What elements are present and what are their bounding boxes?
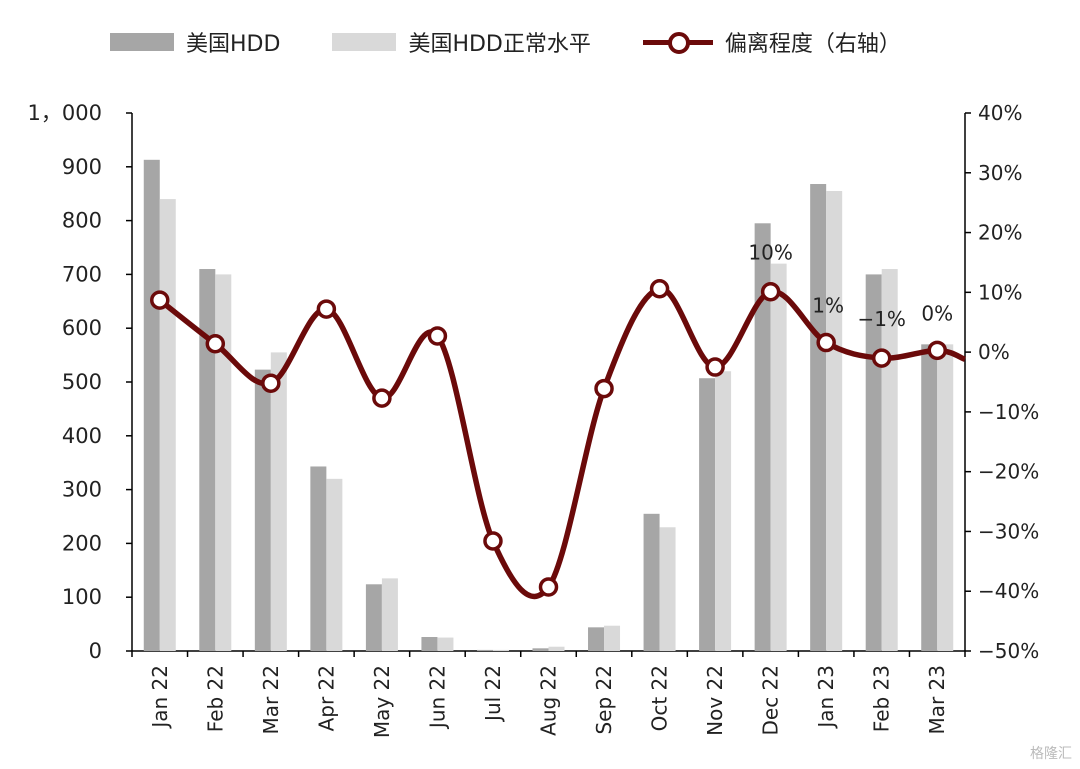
right-tick-label: −20% <box>978 460 1039 484</box>
right-tick-label: −50% <box>978 639 1039 663</box>
left-tick-label: 500 <box>62 370 102 394</box>
deviation-point <box>427 326 448 346</box>
legend-line-deviation <box>642 29 713 55</box>
deviation-point <box>372 388 392 408</box>
deviation-point <box>538 577 559 597</box>
left-tick-label: 300 <box>62 478 102 502</box>
bar-hdd-normal <box>326 478 343 651</box>
right-tick-label: −40% <box>978 579 1039 603</box>
deviation-point <box>760 281 781 302</box>
x-tick-label: Mar 22 <box>259 665 283 735</box>
bar-hdd <box>754 223 771 652</box>
left-tick-label: 200 <box>62 531 102 555</box>
x-tick-label: Mar 23 <box>925 665 949 735</box>
legend-label-hdd: 美国HDD <box>186 32 281 57</box>
x-tick-label: Jul 22 <box>481 665 505 723</box>
bar-hdd <box>199 269 216 651</box>
deviation-point <box>871 348 892 368</box>
bar-hdd <box>865 274 882 651</box>
deviation-point <box>261 373 281 393</box>
bar-hdd <box>921 344 938 651</box>
right-tick-label: 0% <box>978 340 1010 364</box>
bar-hdd <box>421 637 438 651</box>
bar-hdd-normal <box>548 646 565 651</box>
deviation-point <box>705 357 725 377</box>
bar-hdd-normal <box>937 344 954 651</box>
x-tick-label: Jan 22 <box>148 665 172 730</box>
right-tick-label: −30% <box>978 519 1039 543</box>
legend-item-hdd: 美国HDD <box>110 26 280 58</box>
bar-hdd <box>643 513 660 651</box>
x-tick-label: Sep 22 <box>592 665 616 735</box>
x-tick-label: Aug 22 <box>537 665 561 736</box>
right-tick-label: 40% <box>978 101 1022 125</box>
bar-hdd-normal <box>159 199 176 651</box>
chart-legend: 美国HDD 美国HDD正常水平 偏离程度（右轴） <box>110 22 953 62</box>
bar-hdd-normal <box>826 191 843 651</box>
bar-hdd-normal <box>659 527 676 651</box>
deviation-point <box>316 299 337 319</box>
x-tick-label: May 22 <box>370 665 394 738</box>
bar-hdd-normal <box>437 637 454 651</box>
deviation-point <box>205 333 226 354</box>
bar-hdd-normal <box>604 625 621 651</box>
bar-hdd <box>310 466 327 651</box>
x-tick-label: Jun 22 <box>425 665 449 730</box>
bar-hdd <box>810 184 827 652</box>
bar-hdd <box>365 584 382 651</box>
bar-hdd-normal <box>770 263 787 651</box>
x-tick-label: Dec 22 <box>759 665 783 736</box>
right-tick-label: −10% <box>978 400 1039 424</box>
x-tick-label: Apr 22 <box>314 665 338 731</box>
left-tick-label: 1，000 <box>28 101 102 125</box>
data-label: −1% <box>857 307 906 331</box>
legend-item-normal: 美国HDD正常水平 <box>332 26 591 58</box>
deviation-point <box>483 531 503 551</box>
bar-hdd <box>699 378 716 651</box>
bar-hdd <box>476 649 493 651</box>
x-tick-label: Feb 22 <box>203 665 227 732</box>
legend-item-deviation: 偏离程度（右轴） <box>642 26 901 58</box>
legend-label-deviation: 偏离程度（右轴） <box>724 32 901 57</box>
bar-hdd <box>588 627 605 651</box>
deviation-point <box>649 278 670 299</box>
bar-hdd-normal <box>492 649 509 651</box>
legend-label-normal: 美国HDD正常水平 <box>408 32 591 57</box>
data-label: 1% <box>812 294 844 318</box>
left-tick-label: 100 <box>62 585 102 609</box>
deviation-point <box>816 332 836 353</box>
bar-hdd-normal <box>215 274 232 651</box>
right-tick-label: 10% <box>978 280 1022 304</box>
bar-hdd-normal <box>270 352 287 651</box>
legend-swatch-hdd <box>110 33 174 51</box>
left-tick-label: 600 <box>62 316 102 340</box>
x-tick-label: Oct 22 <box>648 665 672 731</box>
left-tick-label: 800 <box>62 209 102 233</box>
x-tick-label: Nov 22 <box>703 665 727 736</box>
left-tick-label: 900 <box>62 155 102 179</box>
left-tick-label: 0 <box>89 639 102 663</box>
left-tick-label: 700 <box>62 262 102 286</box>
right-tick-label: 30% <box>978 161 1022 185</box>
watermark: 格隆汇 <box>1030 746 1072 762</box>
left-tick-label: 400 <box>62 424 102 448</box>
right-tick-label: 20% <box>978 221 1022 245</box>
legend-swatch-normal <box>332 33 397 51</box>
data-label: 0% <box>921 301 953 325</box>
deviation-point <box>594 378 614 399</box>
deviation-point <box>150 290 170 310</box>
bar-hdd-normal <box>381 578 398 651</box>
x-tick-label: Jan 23 <box>814 665 838 730</box>
bar-hdd <box>254 369 271 651</box>
deviation-point <box>927 340 947 361</box>
bar-hdd <box>532 648 549 651</box>
bar-hdd-normal <box>715 371 732 651</box>
x-tick-label: Feb 23 <box>870 665 894 732</box>
bar-hdd <box>143 159 160 651</box>
data-label: 10% <box>748 241 792 265</box>
